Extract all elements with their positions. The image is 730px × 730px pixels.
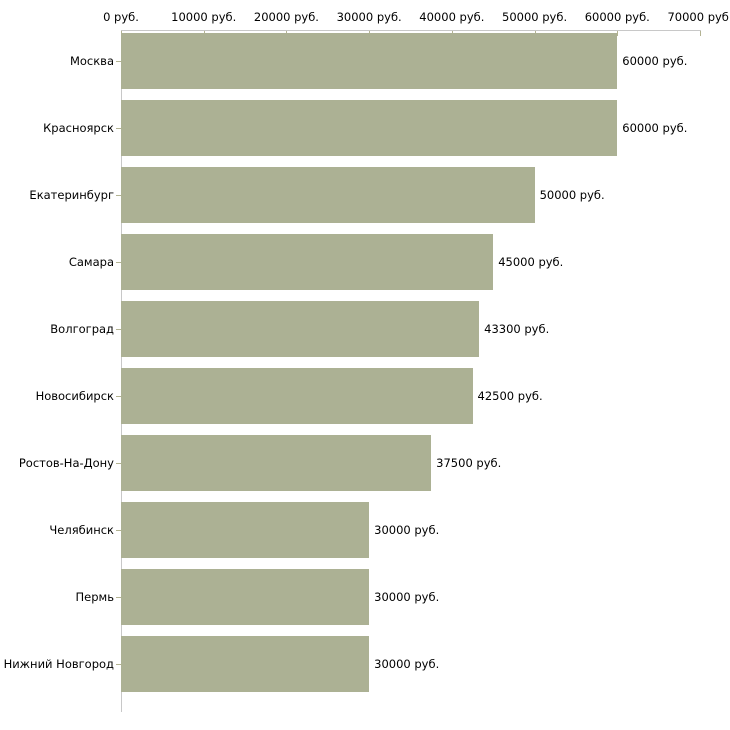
y-tick-mark	[116, 396, 121, 397]
bar-value-label: 37500 руб.	[436, 456, 502, 470]
bar-value-label: 45000 руб.	[498, 255, 564, 269]
category-label: Москва	[69, 54, 114, 68]
category-label: Волгоград	[50, 322, 114, 336]
x-tick-label: 30000 руб.	[336, 10, 402, 24]
category-label: Ростов-На-Дону	[18, 456, 114, 470]
bar[interactable]	[121, 502, 370, 558]
bar[interactable]	[121, 100, 618, 156]
bar-value-label: 30000 руб.	[374, 523, 440, 537]
bar-value-label: 30000 руб.	[374, 657, 440, 671]
bar[interactable]	[121, 33, 618, 89]
x-tick-mark	[617, 31, 619, 36]
y-tick-mark	[116, 530, 121, 531]
x-tick-label: 50000 руб.	[502, 10, 568, 24]
category-label: Красноярск	[43, 121, 114, 135]
bar[interactable]	[121, 368, 473, 424]
bar[interactable]	[121, 636, 370, 692]
bar[interactable]	[121, 234, 494, 290]
x-tick-label: 60000 руб.	[584, 10, 650, 24]
y-tick-mark	[116, 664, 121, 665]
category-label: Самара	[68, 255, 114, 269]
category-label: Челябинск	[49, 523, 114, 537]
category-label: Пермь	[75, 590, 114, 604]
y-tick-mark	[116, 128, 121, 129]
y-tick-mark	[116, 463, 121, 464]
y-tick-mark	[116, 329, 121, 330]
y-tick-mark	[116, 597, 121, 598]
y-tick-mark	[116, 195, 121, 196]
bar-value-label: 42500 руб.	[477, 389, 543, 403]
bar-value-label: 60000 руб.	[622, 54, 688, 68]
bar-value-label: 43300 руб.	[484, 322, 550, 336]
category-label: Нижний Новгород	[3, 657, 114, 671]
bar[interactable]	[121, 167, 535, 223]
x-tick-label: 0 руб.	[103, 10, 139, 24]
x-tick-label: 70000 руб.	[667, 10, 730, 24]
y-tick-mark	[116, 262, 121, 263]
bar-value-label: 60000 руб.	[622, 121, 688, 135]
bar[interactable]	[121, 435, 432, 491]
bar-value-label: 30000 руб.	[374, 590, 440, 604]
bar[interactable]	[121, 569, 370, 625]
category-label: Екатеринбург	[29, 188, 114, 202]
category-label: Новосибирск	[35, 389, 114, 403]
x-axis-line	[121, 30, 701, 31]
y-tick-mark	[116, 61, 121, 62]
x-tick-label: 40000 руб.	[419, 10, 485, 24]
x-tick-label: 10000 руб.	[171, 10, 237, 24]
x-tick-label: 20000 руб.	[253, 10, 319, 24]
x-tick-mark	[700, 31, 701, 36]
bar-value-label: 50000 руб.	[539, 188, 605, 202]
bar[interactable]	[121, 301, 480, 357]
